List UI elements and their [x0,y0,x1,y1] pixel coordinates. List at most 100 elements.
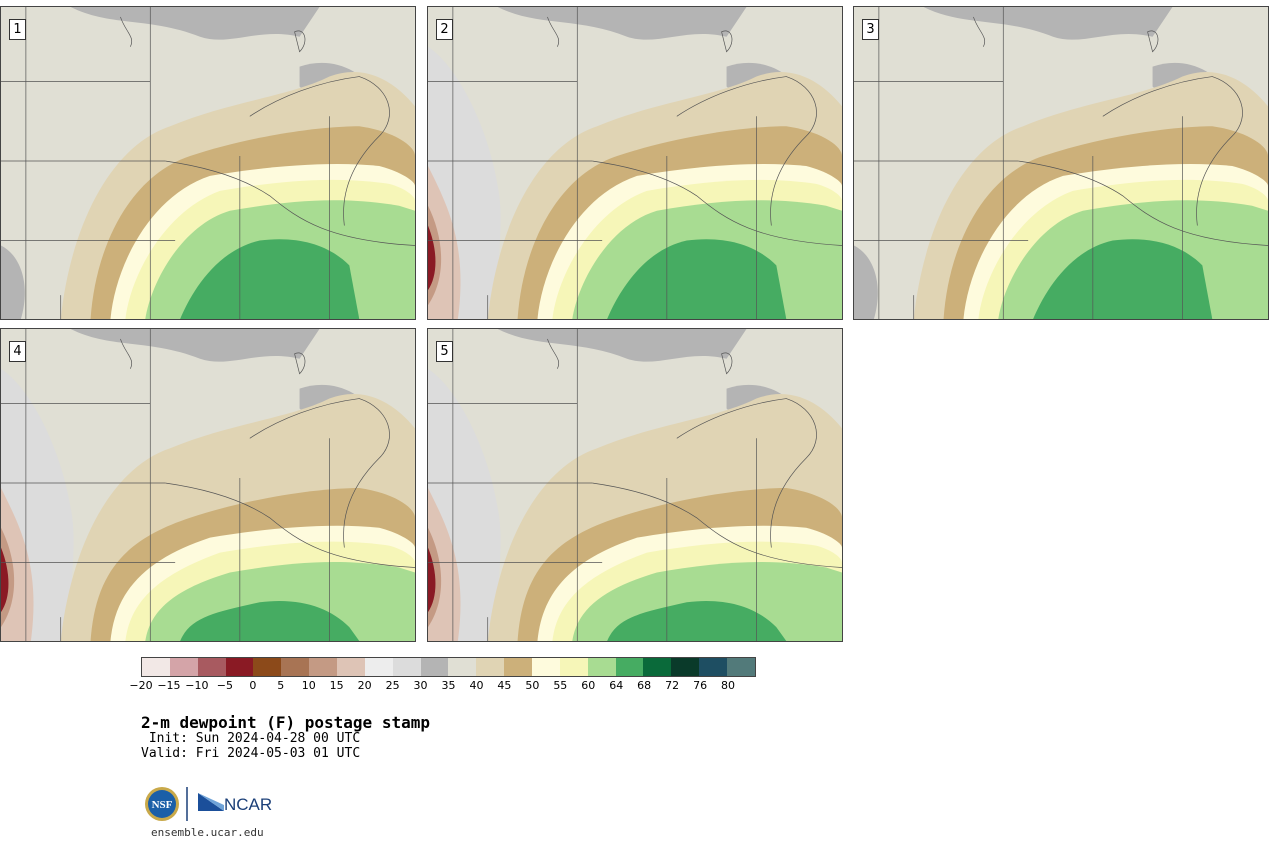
colorbar-tick: 50 [525,679,540,692]
ncar-logo-text: NCAR [224,795,272,814]
state-border [592,482,842,568]
colorbar-swatch [197,658,226,676]
nsf-logo: NSF [145,787,179,821]
band-64 [180,600,360,641]
colorbar-tick: 40 [469,679,484,692]
colorbar-tick: −20 [129,679,153,692]
lake-outline [676,76,817,226]
colorbar-tick: 76 [693,679,708,692]
colorbar-swatch [392,658,421,676]
colorbar-swatch [727,658,755,676]
postage-stamp-panel-2: 2 [427,6,843,320]
band-64 [607,239,787,319]
postage-stamp-panel-4: 4 [0,328,416,642]
dewpoint-colorbar [141,657,756,677]
sponsor-logos: NSF NCAR [144,785,274,825]
band-64 [1033,239,1213,319]
colorbar-tick: 5 [277,679,285,692]
colorbar-tick-labels: −20 −15 −10 −5 0 5 10 15 20 25 30 35 40 45 50 55 60 64 68 7… [129,679,756,693]
website-url: ensemble.ucar.edu [151,826,264,839]
colorbar-swatch [448,658,477,676]
colorbar-tick: 72 [665,679,680,692]
dewpoint-map-2 [428,7,842,319]
nsf-logo-text: NSF [152,799,173,811]
dry-region [854,245,878,319]
dry-region [497,7,747,40]
dewpoint-map-5 [428,329,842,641]
very-dry-core [1,547,9,613]
colorbar-swatch [615,658,644,676]
colorbar-tick: 55 [553,679,568,692]
panel-number-5: 5 [436,341,453,362]
lake-outline [547,338,733,375]
postage-stamp-panel-3: 3 [853,6,1269,320]
state-border [165,482,415,568]
lake-outline [120,16,306,53]
ncar-logo: NCAR [198,793,272,814]
colorbar-tick: 30 [413,679,428,692]
postage-stamp-panel-5: 5 [427,328,843,642]
colorbar-tick: −10 [185,679,209,692]
panel-number-1: 1 [9,19,26,40]
colorbar-swatch [364,658,393,676]
lake-outline [676,398,817,548]
very-dry-core [428,225,436,291]
dewpoint-map-3 [854,7,1268,319]
dewpoint-map-4 [1,329,415,641]
band-64 [180,239,360,319]
colorbar-tick: −15 [157,679,181,692]
colorbar-swatch [169,658,198,676]
colorbar-swatch [253,658,282,676]
plot-title: 2-m dewpoint (F) postage stamp [141,713,430,732]
colorbar-tick: −5 [216,679,233,692]
colorbar-tick: 15 [329,679,344,692]
dry-region [70,7,320,40]
colorbar-swatch [532,658,560,676]
colorbar-tick: 25 [385,679,400,692]
colorbar-tick: 64 [609,679,624,692]
colorbar-tick: 0 [249,679,257,692]
colorbar-tick: 35 [441,679,456,692]
colorbar-swatch [337,658,365,676]
band-64 [607,600,787,641]
postage-stamp-panel-1: 1 [0,6,416,320]
lake-outline [1102,76,1243,226]
colorbar-swatch [587,658,616,676]
colorbar-swatch [309,658,338,676]
lake-outline [973,16,1159,53]
state-border [592,160,842,246]
lake-outline [547,16,733,53]
colorbar-tick: 60 [581,679,596,692]
dry-region [923,7,1173,40]
colorbar-swatch [420,658,449,676]
colorbar-tick: 10 [301,679,316,692]
state-border [165,160,415,246]
colorbar-tick: 68 [637,679,652,692]
lake-outline [249,398,390,548]
colorbar-tick: 20 [357,679,372,692]
lake-outline [120,338,306,375]
lake-outline [249,76,390,226]
colorbar-swatch [225,658,254,676]
state-border [1018,160,1268,246]
init-time: Init: Sun 2024-04-28 00 UTC [141,731,361,746]
colorbar-swatch [559,658,588,676]
colorbar-swatch [142,658,170,676]
colorbar-tick: 45 [497,679,512,692]
colorbar-swatch [504,658,533,676]
colorbar-swatch [281,658,310,676]
very-dry-core [428,547,436,613]
dry-region [1,245,25,319]
panel-number-3: 3 [862,19,879,40]
dry-region [497,329,747,362]
dewpoint-map-1 [1,7,415,319]
panel-number-4: 4 [9,341,26,362]
dry-region [70,329,320,362]
panel-number-2: 2 [436,19,453,40]
colorbar-tick: 80 [721,679,736,692]
colorbar-swatch [643,658,672,676]
colorbar-swatch [699,658,728,676]
colorbar-swatch [671,658,700,676]
valid-time: Valid: Fri 2024-05-03 01 UTC [141,746,361,761]
colorbar-swatch [476,658,505,676]
